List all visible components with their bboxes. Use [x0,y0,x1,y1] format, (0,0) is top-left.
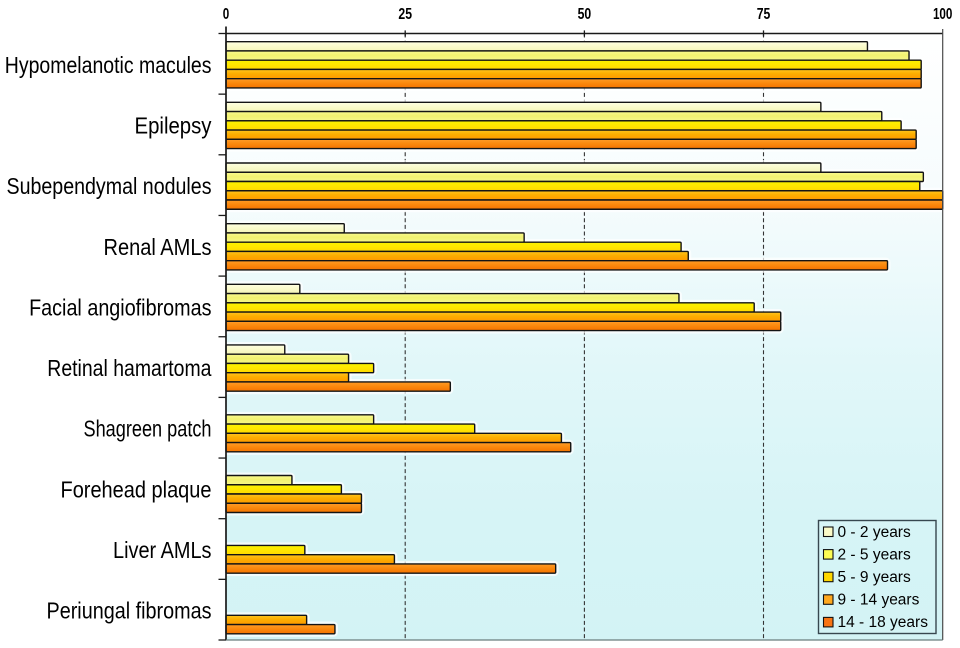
svg-text:14 - 18 years: 14 - 18 years [838,614,929,631]
svg-text:Retinal hamartoma: Retinal hamartoma [47,355,211,381]
svg-text:Subependymal nodules: Subependymal nodules [7,173,212,199]
svg-text:Shagreen patch: Shagreen patch [84,416,212,442]
svg-text:Periungal fibromas: Periungal fibromas [47,598,212,624]
svg-text:100: 100 [933,6,953,23]
svg-text:50: 50 [578,6,592,23]
svg-text:Epilepsy: Epilepsy [135,112,212,138]
svg-text:5 - 9 years: 5 - 9 years [838,569,911,586]
svg-text:Hypomelanotic macules: Hypomelanotic macules [5,52,212,78]
svg-text:75: 75 [757,6,771,23]
svg-text:0 - 2 years: 0 - 2 years [838,524,911,541]
svg-text:Forehead plaque: Forehead plaque [61,476,212,502]
svg-text:0: 0 [223,6,230,23]
svg-text:Liver AMLs: Liver AMLs [113,537,212,563]
svg-text:2 - 5 years: 2 - 5 years [838,546,911,563]
svg-text:Renal AMLs: Renal AMLs [104,234,212,260]
svg-text:25: 25 [398,6,412,23]
svg-text:Facial angiofibromas: Facial angiofibromas [29,294,211,320]
svg-text:9 - 14 years: 9 - 14 years [838,592,920,609]
